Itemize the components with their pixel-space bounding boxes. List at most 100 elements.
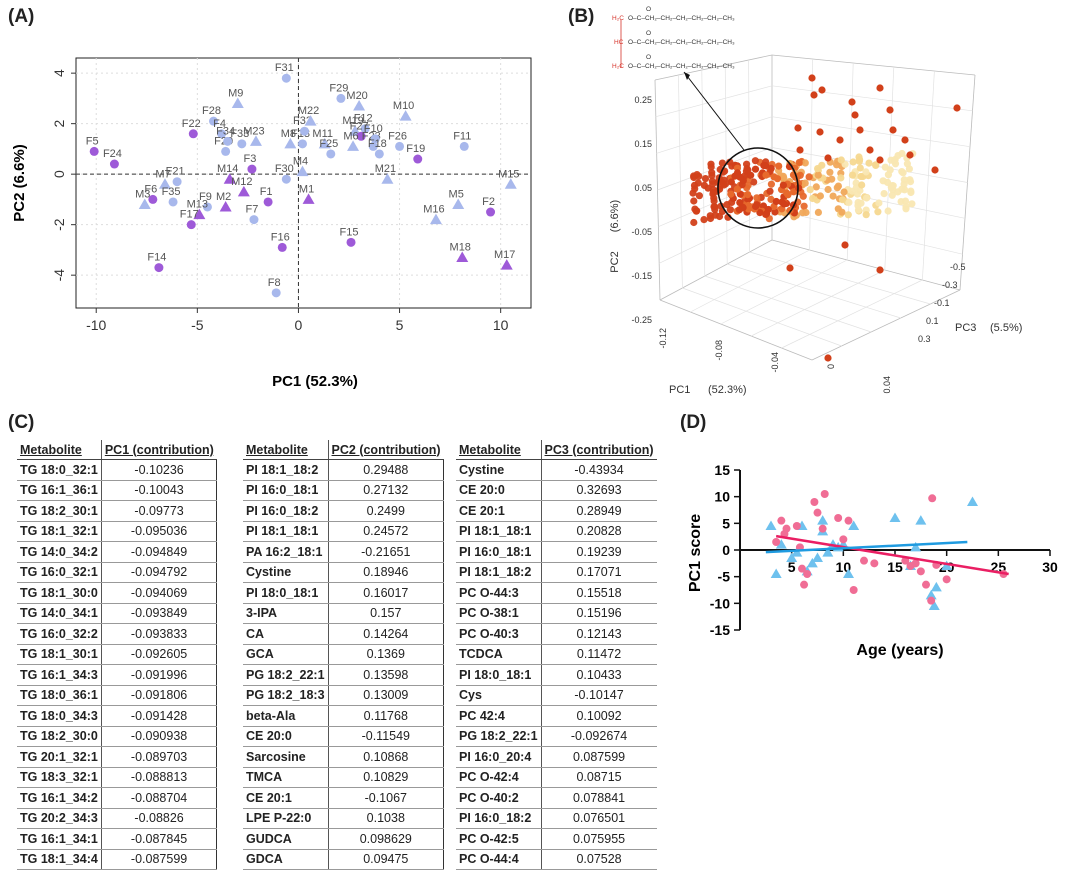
metabolite-name: TG 18:2_30:1 (17, 500, 102, 522)
point-F16 (277, 242, 287, 252)
table-row: PI 16:0_18:1 0.19239 (456, 541, 657, 563)
box-edge (659, 239, 773, 301)
b-point (739, 177, 747, 185)
point-F12 (360, 124, 370, 134)
contribution-value: -0.091428 (101, 705, 218, 727)
metabolite-name: TG 18:1_32:1 (17, 521, 102, 542)
b-point (744, 181, 752, 189)
contribution-value: 0.18946 (328, 562, 445, 583)
x-tick-label: 30 (1042, 559, 1058, 575)
b-point (874, 208, 882, 216)
metabolite-name: PI 16:0_18:1 (243, 480, 329, 501)
contribution-value: 0.09475 (328, 849, 445, 870)
pc3-tick-label: -0.5 (950, 262, 966, 272)
metabolite-name: TG 16:0_32:1 (17, 562, 102, 583)
pink-circle-point (922, 580, 930, 589)
b-outlier-point (808, 74, 816, 82)
contribution-value: 0.1038 (328, 808, 445, 829)
plot-d-y-label: PC1 score (687, 514, 704, 592)
point-M6 (347, 140, 360, 151)
point-M4 (296, 165, 309, 177)
b-point (814, 208, 823, 216)
point-label-M22: M22 (298, 105, 319, 117)
b-point (756, 209, 764, 217)
pink-circle-point (928, 494, 937, 503)
contribution-value: -0.094849 (101, 541, 218, 563)
table-row: PC O-38:1 0.15196 (456, 603, 657, 624)
b-point (704, 184, 712, 192)
pc1-contribution-table: Metabolite PC1 (contribution) TG 18:0_32… (17, 440, 218, 870)
point-M7 (158, 178, 171, 189)
pc2-metabolite-header: Metabolite (243, 440, 329, 460)
b-point (805, 173, 813, 181)
b-point (709, 188, 718, 197)
table-row: TG 14:0_34:1 -0.093849 (17, 603, 218, 624)
b-outlier-point (889, 126, 897, 134)
contribution-value: 0.28949 (541, 500, 657, 522)
point-F22 (188, 129, 198, 139)
b-point (833, 184, 841, 192)
b-point (739, 204, 747, 212)
table-row: GCA 0.1369 (243, 644, 445, 665)
table-row: PI 16:0_18:2 0.2499 (243, 500, 445, 522)
pc3-contribution-table: Metabolite PC3 (contribution) Cystine -0.… (456, 440, 657, 870)
b-point (848, 171, 857, 179)
pc3-contribution-header: PC3 (contribution) (541, 440, 657, 460)
point-F8 (271, 288, 281, 298)
metabolite-name: GUDCA (243, 828, 329, 850)
point-F2 (486, 207, 496, 217)
metabolite-name: PC O-40:3 (456, 623, 542, 645)
b-point (711, 205, 719, 214)
point-M23 (249, 135, 262, 146)
pc3-tick-label: 0.1 (926, 316, 939, 326)
point-label-F14: F14 (147, 252, 166, 264)
grid-line (781, 279, 923, 349)
pink-circle-point (800, 580, 809, 589)
b-point (844, 211, 852, 219)
plot-a-y-label: PC2 (6.6%) (11, 144, 28, 222)
pc2-tick-label: -0.25 (631, 315, 652, 325)
b-point (812, 183, 820, 191)
table-row: PC O-44:4 0.07528 (456, 849, 657, 870)
grid-line (727, 263, 901, 319)
table-row: Cys -0.10147 (456, 685, 657, 706)
contribution-value: 0.11768 (328, 705, 445, 727)
contribution-value: 0.15196 (541, 603, 657, 624)
contribution-value: 0.078841 (541, 787, 657, 809)
blue-triangle-point (928, 600, 940, 610)
contribution-value: -0.091806 (101, 685, 218, 706)
contribution-value: -0.08826 (101, 808, 218, 829)
b-point (752, 202, 760, 211)
point-M2 (219, 200, 232, 212)
panel-label-d: (D) (680, 412, 707, 433)
point-label-F19: F19 (406, 143, 425, 155)
blue-triangle-point (848, 520, 860, 530)
metabolite-name: TG 14:0_34:2 (17, 541, 102, 563)
contribution-value: 0.10433 (541, 664, 657, 686)
contribution-value: 0.27132 (328, 480, 445, 501)
table-row: PI 18:1_18:2 0.17071 (456, 562, 657, 583)
metabolite-name: PI 18:1_18:2 (243, 459, 329, 481)
point-label-F4: F4 (213, 118, 226, 130)
point-M22 (304, 115, 317, 126)
contribution-value: -0.087845 (101, 828, 218, 850)
point-label-F31: F31 (275, 62, 294, 74)
b-outlier-point (796, 146, 804, 154)
blue-triangle-point (817, 515, 829, 525)
b-point (855, 157, 864, 165)
metabolite-name: TG 18:0_34:3 (17, 705, 102, 727)
point-label-F2: F2 (482, 196, 495, 208)
table-row: PC 42:4 0.10092 (456, 705, 657, 727)
metabolite-name: TG 16:1_34:1 (17, 828, 102, 850)
grid-line (720, 259, 848, 325)
contribution-value: 0.07528 (541, 849, 657, 870)
pink-circle-point (927, 596, 936, 605)
metabolite-name: Cys (456, 685, 542, 706)
b-point (708, 171, 716, 180)
b-point (845, 198, 853, 206)
b-point (826, 168, 834, 176)
grid-line (771, 208, 963, 255)
point-M15 (504, 178, 517, 189)
table-row: TMCA 0.10829 (243, 767, 445, 788)
table-row: TG 16:1_34:1 -0.087845 (17, 828, 218, 850)
